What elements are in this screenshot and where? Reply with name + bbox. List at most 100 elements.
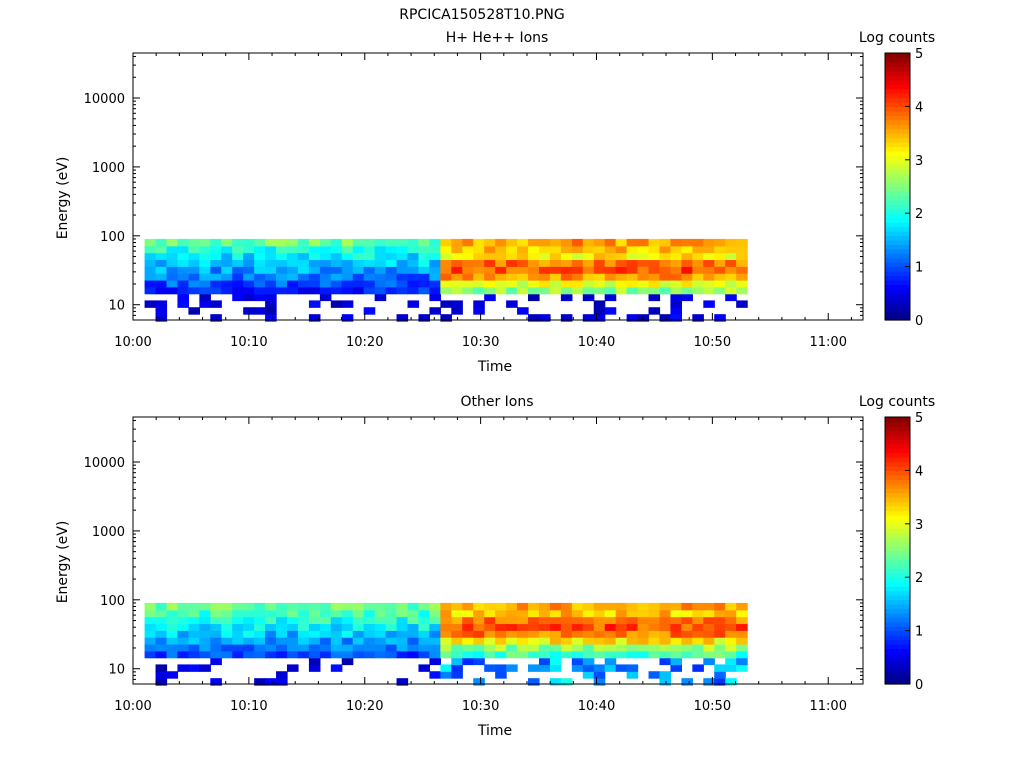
colorbar-segment — [885, 572, 910, 578]
heatmap-cell — [396, 266, 409, 274]
heatmap-cell — [506, 279, 518, 288]
heatmap-cell — [407, 623, 420, 631]
heatmap-cell — [637, 273, 650, 281]
x-axis-label: Time — [477, 359, 512, 375]
heatmap-cell — [528, 273, 540, 281]
heatmap-cell — [736, 650, 748, 659]
axes: 10:00 10:10 10:20 10:30 10:40 10:50 11:00 10 100… — [84, 416, 864, 714]
heatmap-cell — [374, 609, 387, 618]
heatmap-cell — [637, 259, 650, 267]
heatmap-cell — [363, 238, 376, 247]
heatmap-cell — [648, 293, 661, 302]
colorbar-segment — [885, 586, 910, 592]
heatmap-cell — [440, 300, 452, 308]
heatmap-cell — [396, 650, 409, 659]
heatmap-cell — [232, 279, 244, 288]
heatmap-cell — [254, 630, 266, 638]
heatmap-cell — [517, 286, 529, 295]
heatmap-cell — [440, 630, 452, 638]
heatmap-cell — [725, 643, 737, 652]
heatmap-cell — [308, 630, 321, 638]
heatmap-cell — [615, 245, 628, 254]
heatmap-cell — [396, 643, 409, 652]
heatmap-cell — [626, 259, 639, 267]
heatmap-cell — [188, 616, 200, 625]
heatmap-cell — [407, 273, 420, 281]
heatmap-cell — [188, 245, 200, 254]
heatmap-cell — [549, 259, 562, 267]
heatmap-cell — [549, 678, 562, 686]
heatmap-cell — [429, 671, 441, 679]
heatmap-cell — [330, 245, 343, 254]
heatmap-cell — [571, 245, 584, 254]
heatmap-cell — [648, 623, 661, 631]
colorbar-segment — [885, 253, 910, 259]
heatmap-cell — [297, 286, 310, 295]
colorbar-segment — [885, 124, 910, 130]
heatmap-cell — [593, 637, 606, 645]
heatmap-cell — [341, 238, 354, 247]
heatmap-cell — [374, 252, 387, 261]
heatmap-cell — [681, 286, 693, 295]
heatmap-cell — [429, 602, 441, 611]
colorbar-segment — [885, 568, 910, 574]
heatmap-cell — [725, 259, 737, 267]
heatmap-cell — [144, 623, 157, 631]
heatmap-cell — [528, 616, 540, 625]
heatmap-cell — [549, 609, 562, 618]
heatmap-cell — [736, 266, 748, 274]
heatmap-cell — [440, 637, 452, 645]
heatmap-cell — [265, 630, 277, 638]
heatmap-cell — [484, 623, 496, 631]
heatmap-cell — [221, 245, 233, 254]
heatmap-cell — [330, 616, 343, 625]
heatmap-cell — [352, 245, 365, 254]
heatmap-cell — [714, 252, 726, 261]
heatmap-cell — [188, 623, 200, 631]
colorbar-tick-label: 2 — [915, 571, 923, 586]
heatmap-cell — [725, 245, 737, 254]
heatmap-cell — [429, 238, 441, 247]
heatmap-cell — [681, 602, 693, 611]
heatmap-cell — [276, 671, 288, 679]
heatmap-cell — [319, 259, 332, 267]
heatmap-cell — [714, 602, 726, 611]
heatmap-cell — [232, 650, 244, 659]
colorbar-segment — [885, 603, 910, 609]
colorbar-tick-label: 5 — [915, 47, 923, 62]
heatmap-cell — [287, 259, 299, 267]
heatmap-cell — [166, 643, 179, 652]
heatmap-cell — [517, 630, 529, 638]
colorbar-segment — [885, 452, 910, 458]
heatmap-cell — [528, 259, 540, 267]
heatmap-cell — [462, 279, 474, 288]
heatmap-cell — [232, 273, 244, 281]
heatmap-cell — [626, 314, 639, 322]
heatmap-cell — [232, 616, 244, 625]
heatmap-cell — [517, 307, 529, 315]
heatmap-cell — [265, 245, 277, 254]
heatmap-cell — [341, 650, 354, 659]
heatmap-cell — [462, 637, 474, 645]
heatmap-cell — [703, 300, 715, 308]
heatmap-cell — [287, 273, 299, 281]
heatmap-cell — [571, 637, 584, 645]
heatmap-cell — [692, 252, 704, 261]
heatmap-cell — [396, 286, 409, 295]
colorbar-segment — [885, 666, 910, 672]
heatmap-cell — [549, 279, 562, 288]
y-tick-label: 1000 — [92, 525, 125, 540]
heatmap-cell — [560, 616, 573, 625]
heatmap-cell — [155, 637, 168, 645]
heatmap-cell — [254, 286, 266, 295]
heatmap-cell — [549, 637, 562, 645]
heatmap-cell — [692, 643, 704, 652]
colorbar-segment — [885, 257, 910, 263]
heatmap-cell — [155, 616, 168, 625]
heatmap-cell — [210, 259, 222, 267]
heatmap-cell — [604, 623, 617, 631]
heatmap-cell — [232, 602, 244, 611]
heatmap-cell — [648, 671, 661, 679]
heatmap-cell — [681, 273, 693, 281]
heatmap-cell — [297, 609, 310, 618]
